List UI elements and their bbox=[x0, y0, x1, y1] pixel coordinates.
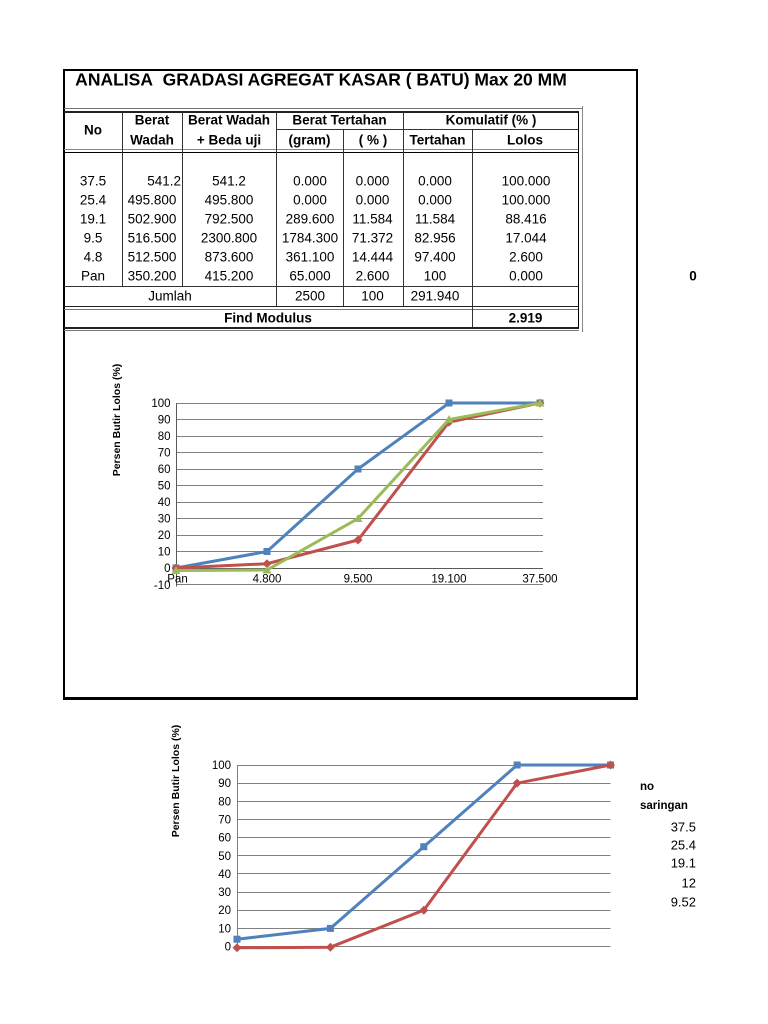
svg-text:9.500: 9.500 bbox=[344, 574, 373, 586]
svg-text:50: 50 bbox=[218, 851, 231, 863]
svg-text:20: 20 bbox=[218, 905, 231, 917]
svg-text:19.100: 19.100 bbox=[431, 574, 466, 586]
svg-text:0: 0 bbox=[225, 942, 231, 954]
svg-text:Pan: Pan bbox=[167, 574, 187, 586]
svg-text:60: 60 bbox=[218, 833, 231, 845]
svg-text:0: 0 bbox=[164, 563, 170, 575]
svg-text:30: 30 bbox=[158, 514, 171, 526]
svg-text:40: 40 bbox=[218, 869, 231, 881]
svg-text:4.800: 4.800 bbox=[253, 574, 282, 586]
svg-text:90: 90 bbox=[158, 415, 171, 427]
svg-text:30: 30 bbox=[218, 887, 231, 899]
svg-text:37.500: 37.500 bbox=[522, 574, 557, 586]
svg-text:10: 10 bbox=[158, 547, 171, 559]
svg-text:20: 20 bbox=[158, 530, 171, 542]
svg-text:40: 40 bbox=[158, 497, 171, 509]
svg-text:80: 80 bbox=[218, 796, 231, 808]
svg-text:-10: -10 bbox=[154, 580, 171, 592]
svg-text:70: 70 bbox=[218, 815, 231, 827]
svg-text:100: 100 bbox=[212, 760, 231, 772]
svg-text:80: 80 bbox=[158, 431, 171, 443]
svg-text:10: 10 bbox=[218, 923, 231, 935]
svg-text:100: 100 bbox=[151, 398, 170, 410]
svg-text:60: 60 bbox=[158, 464, 171, 476]
svg-text:50: 50 bbox=[158, 481, 171, 493]
svg-text:70: 70 bbox=[158, 448, 171, 460]
svg-text:90: 90 bbox=[218, 778, 231, 790]
